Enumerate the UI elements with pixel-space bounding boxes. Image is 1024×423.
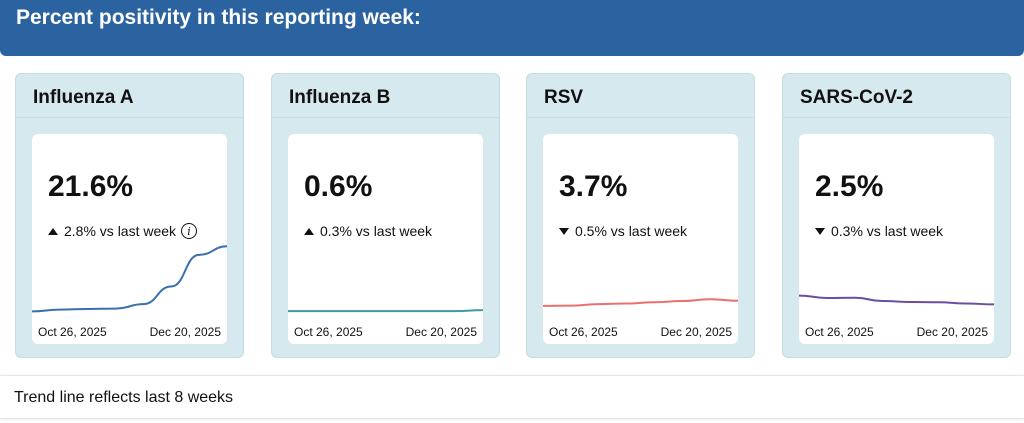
trend-end-date: Dec 20, 2025 bbox=[660, 325, 732, 339]
positivity-value: 2.5% bbox=[815, 170, 884, 203]
positivity-value: 3.7% bbox=[559, 170, 628, 203]
trend-up-icon bbox=[304, 227, 314, 235]
trend-down-icon bbox=[559, 227, 569, 235]
trend-sparkline bbox=[288, 309, 483, 313]
card-influenza-a: Influenza A 21.6% 2.8% vs last week i Oc… bbox=[15, 73, 244, 358]
card-title: RSV bbox=[544, 87, 584, 108]
trend-line bbox=[32, 245, 227, 313]
card-sars-cov-2: SARS-CoV-2 2.5% 0.3% vs last week Oct 26… bbox=[782, 73, 1011, 358]
footer-text: Trend line reflects last 8 weeks bbox=[14, 389, 234, 406]
card-divider bbox=[783, 117, 1010, 118]
weekly-change-text: 0.3% vs last week bbox=[831, 223, 944, 239]
metric-panel: 2.5% 0.3% vs last week Oct 26, 2025 Dec … bbox=[799, 134, 994, 344]
trend-down-icon bbox=[815, 227, 825, 235]
weekly-change: 0.3% vs last week bbox=[304, 222, 432, 240]
card-rsv: RSV 3.7% 0.5% vs last week Oct 26, 2025 … bbox=[526, 73, 755, 358]
trend-line bbox=[799, 294, 994, 306]
trend-sparkline bbox=[32, 245, 227, 313]
card-title: Influenza A bbox=[33, 87, 134, 108]
weekly-change: 0.3% vs last week bbox=[815, 222, 943, 240]
positivity-value: 21.6% bbox=[48, 170, 134, 203]
trend-start-date: Oct 26, 2025 bbox=[294, 325, 363, 339]
trend-line bbox=[543, 298, 738, 307]
metric-panel: 0.6% 0.3% vs last week Oct 26, 2025 Dec … bbox=[288, 134, 483, 344]
trend-line bbox=[288, 309, 483, 313]
weekly-change-text: 2.8% vs last week bbox=[64, 223, 177, 239]
weekly-change-text: 0.5% vs last week bbox=[575, 223, 688, 239]
positivity-value: 0.6% bbox=[304, 170, 373, 203]
metric-panel: 3.7% 0.5% vs last week Oct 26, 2025 Dec … bbox=[543, 134, 738, 344]
metric-panel: 21.6% 2.8% vs last week i Oct 26, 2025 D… bbox=[32, 134, 227, 344]
card-divider bbox=[16, 117, 243, 118]
trend-start-date: Oct 26, 2025 bbox=[549, 325, 618, 339]
trend-sparkline bbox=[799, 294, 994, 306]
page-header: Percent positivity in this reporting wee… bbox=[0, 0, 1024, 56]
page-title: Percent positivity in this reporting wee… bbox=[16, 6, 421, 29]
trend-start-date: Oct 26, 2025 bbox=[38, 325, 107, 339]
footer-note: Trend line reflects last 8 weeks bbox=[0, 375, 1024, 419]
info-icon[interactable]: i bbox=[181, 223, 198, 239]
card-divider bbox=[527, 117, 754, 118]
weekly-change: 0.5% vs last week bbox=[559, 222, 687, 240]
trend-start-date: Oct 26, 2025 bbox=[805, 325, 874, 339]
weekly-change-text: 0.3% vs last week bbox=[320, 223, 433, 239]
card-title: SARS-CoV-2 bbox=[800, 87, 913, 108]
trend-end-date: Dec 20, 2025 bbox=[149, 325, 221, 339]
card-influenza-b: Influenza B 0.6% 0.3% vs last week Oct 2… bbox=[271, 73, 500, 358]
card-title: Influenza B bbox=[289, 87, 391, 108]
trend-sparkline bbox=[543, 298, 738, 307]
card-divider bbox=[272, 117, 499, 118]
weekly-change: 2.8% vs last week i bbox=[48, 222, 198, 240]
trend-up-icon bbox=[48, 227, 58, 235]
trend-end-date: Dec 20, 2025 bbox=[405, 325, 477, 339]
trend-end-date: Dec 20, 2025 bbox=[916, 325, 988, 339]
